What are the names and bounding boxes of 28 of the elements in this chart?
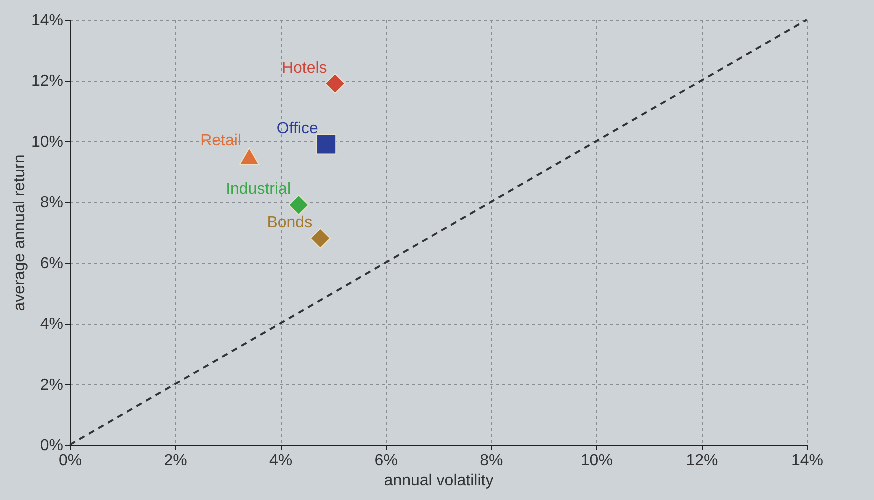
series-label: Bonds [267,214,313,232]
x-tick-label: 4% [270,452,293,470]
point [310,228,331,249]
point [239,148,260,166]
series-label: Hotels [282,60,328,77]
point [325,74,346,94]
y-axis-title: average annual return [11,154,28,312]
x-tick-label: 8% [480,452,504,470]
x-tick-label: 6% [374,452,398,470]
y-tick-label: 2% [40,376,64,394]
y-tick-label: 14% [31,12,64,30]
y-tick-label: 0% [40,438,64,454]
series-label: Retail [200,132,242,150]
y-tick-label: 12% [31,73,64,90]
x-tick-label: 14% [791,452,824,470]
x-axis-title: annual volatility [384,472,494,490]
x-tick-label: 0% [58,452,82,470]
series-label: Office [276,120,318,138]
y-tick-label: 8% [40,194,64,212]
series-label: Industrial [226,181,291,198]
y-tick-label: 10% [31,134,64,151]
x-tick-label: 12% [686,452,718,470]
y-tick-label: 4% [40,316,64,334]
point [316,134,337,155]
y-tick-label: 6% [40,255,64,272]
x-tick-label: 10% [580,452,613,470]
x-tick-label: 2% [164,452,188,470]
point [288,194,310,216]
